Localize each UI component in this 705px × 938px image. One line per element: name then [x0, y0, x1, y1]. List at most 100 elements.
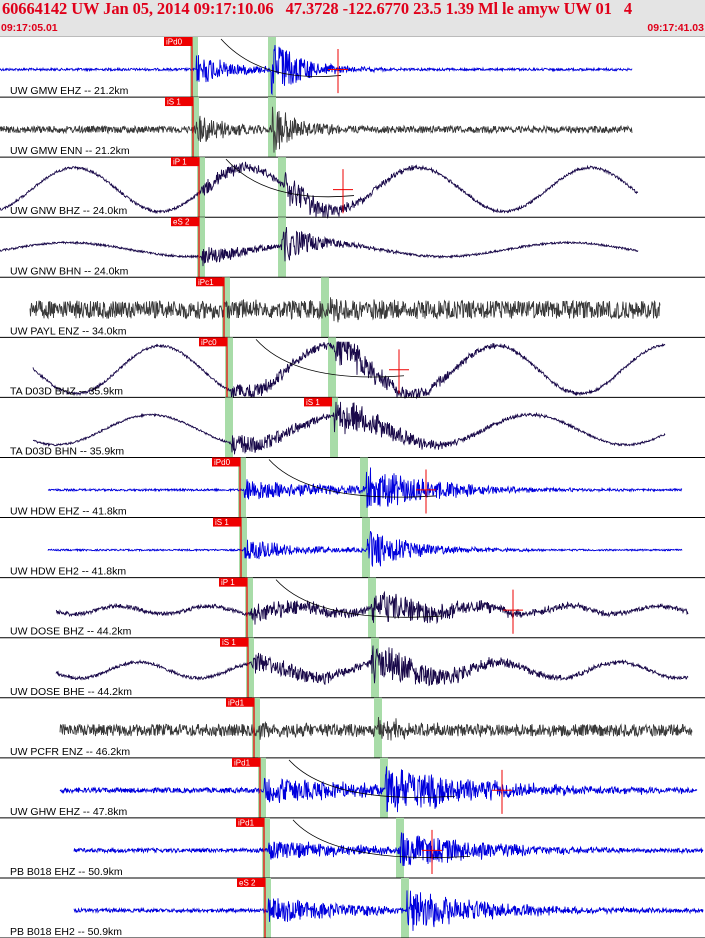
pick-label: iS 1 — [222, 638, 236, 647]
waveform — [47, 531, 683, 567]
trace-row[interactable]: iPd0 UW HDW EHZ -- 41.8km — [0, 457, 705, 519]
waveform — [29, 297, 661, 323]
pick-flag[interactable] — [220, 637, 248, 647]
trace-row[interactable]: eS 2 UW GNW BHN -- 24.0km — [0, 217, 705, 278]
s-window — [362, 517, 370, 578]
waveform — [59, 716, 693, 741]
s-pick-flag[interactable] — [304, 397, 332, 407]
s-window — [401, 877, 409, 938]
waveform — [55, 590, 689, 625]
pick-flag[interactable] — [196, 277, 224, 287]
p-window — [225, 337, 233, 398]
waveform — [47, 467, 683, 508]
start-time: 09:17:05.01 — [1, 22, 58, 34]
p-window — [225, 397, 233, 458]
trace-label: UW PCFR ENZ -- 46.2km — [10, 746, 130, 758]
s-window — [321, 277, 329, 338]
trace-label: PB B018 EHZ -- 50.9km — [10, 866, 123, 878]
trace-row[interactable]: iS 1 TA D03D BHN -- 35.9km — [0, 397, 705, 458]
waveform — [32, 401, 666, 455]
waveform — [32, 341, 666, 400]
pick-flag[interactable] — [232, 757, 260, 767]
trace-row[interactable]: iPd0 UW GMW EHZ -- 21.2km — [0, 37, 705, 98]
trace-row[interactable]: iP 1 UW GNW BHZ -- 24.0km — [0, 157, 705, 219]
pick-label: eS 2 — [173, 218, 190, 227]
trace-label: UW DOSE BHE -- 44.2km — [10, 686, 132, 698]
p-window — [262, 817, 270, 878]
trace-label: UW DOSE BHZ -- 44.2km — [10, 626, 132, 638]
s-window — [328, 337, 336, 398]
trace-row[interactable]: iPd1 UW GHW EHZ -- 47.8km — [0, 757, 705, 819]
p-window — [190, 37, 198, 98]
pick-label: iPd0 — [166, 38, 183, 47]
pick-flag[interactable] — [171, 217, 199, 227]
p-window — [245, 577, 253, 638]
p-window — [238, 457, 246, 518]
pick-flag[interactable] — [165, 97, 193, 107]
pick-label: eS 2 — [239, 878, 256, 887]
trace-row[interactable]: iP 1 UW DOSE BHZ -- 44.2km — [0, 577, 705, 639]
pick-label: iPd1 — [234, 758, 251, 767]
pick-flag[interactable] — [213, 517, 241, 527]
pick-flag[interactable] — [164, 37, 192, 46]
pick-flag[interactable] — [171, 157, 199, 167]
waveform — [73, 890, 704, 931]
trace-label: UW HDW EH2 -- 41.8km — [10, 566, 126, 578]
s-window — [374, 697, 382, 758]
trace-row[interactable]: iPd1 UW PCFR ENZ -- 46.2km — [0, 697, 705, 759]
trace-row[interactable]: iPd1 PB B018 EHZ -- 50.9km — [0, 817, 705, 879]
travel-time-curve — [292, 819, 471, 858]
pick-flag[interactable] — [219, 577, 247, 587]
p-window — [239, 517, 247, 578]
waveform — [55, 645, 689, 687]
trace-row[interactable]: eS 2 PB B018 EH2 -- 50.9km — [0, 877, 705, 938]
p-window — [197, 157, 205, 218]
waveform — [0, 106, 633, 153]
s-window — [268, 37, 276, 98]
p-window — [246, 637, 254, 698]
p-window — [222, 277, 230, 338]
trace-label: UW PAYL ENZ -- 34.0km — [10, 325, 127, 337]
pick-label: iP 1 — [221, 578, 235, 587]
travel-time-curve — [220, 38, 342, 78]
s-pick-label: iS 1 — [306, 398, 320, 407]
trace-row[interactable]: iS 1 UW GMW ENN -- 21.2km — [0, 97, 705, 158]
event-header: 60664142 UW Jan 05, 2014 09:17:10.06 47.… — [0, 0, 705, 37]
trace-label: PB B018 EH2 -- 50.9km — [10, 926, 122, 938]
trace-label: UW GHW EHZ -- 47.8km — [10, 806, 128, 818]
event-title: 60664142 UW Jan 05, 2014 09:17:10.06 47.… — [2, 0, 633, 18]
pick-flag[interactable] — [237, 877, 265, 887]
travel-time-curve — [268, 459, 437, 498]
trace-label: UW GNW BHZ -- 24.0km — [10, 205, 128, 217]
trace-label: UW GNW BHN -- 24.0km — [10, 265, 129, 277]
trace-label: UW GMW ENN -- 21.2km — [10, 145, 130, 157]
pick-label: iPd0 — [214, 458, 231, 467]
pick-flag[interactable] — [199, 337, 227, 347]
travel-time-curve — [288, 759, 456, 798]
p-window — [197, 217, 205, 278]
pick-label: iPd1 — [228, 698, 245, 707]
waveform — [0, 226, 639, 267]
pick-label: iPc0 — [201, 338, 217, 347]
travel-time-curve — [275, 579, 443, 618]
pick-flag[interactable] — [236, 817, 264, 827]
pick-label: iPd1 — [238, 818, 255, 827]
trace-row[interactable]: iPc1 UW PAYL ENZ -- 34.0km — [0, 277, 705, 338]
s-window — [380, 757, 388, 818]
pick-flag[interactable] — [212, 457, 240, 467]
trace-label: TA D03D BHZ -- 35.9km — [10, 385, 123, 397]
p-window — [258, 757, 266, 818]
travel-time-curve — [255, 339, 405, 378]
trace-row[interactable]: iS 1 UW DOSE BHE -- 44.2km — [0, 637, 705, 699]
pick-flag[interactable] — [226, 697, 254, 707]
end-time: 09:17:41.03 — [647, 22, 704, 34]
travel-time-curve — [225, 158, 355, 198]
trace-row[interactable]: iPc0 TA D03D BHZ -- 35.9km — [0, 337, 705, 400]
trace-row[interactable]: iS 1 UW HDW EH2 -- 41.8km — [0, 517, 705, 579]
waveform — [73, 832, 704, 866]
pick-label: iS 1 — [167, 98, 181, 107]
pick-label: iS 1 — [215, 518, 229, 527]
trace-label: TA D03D BHN -- 35.9km — [10, 445, 124, 457]
s-window — [278, 157, 286, 218]
